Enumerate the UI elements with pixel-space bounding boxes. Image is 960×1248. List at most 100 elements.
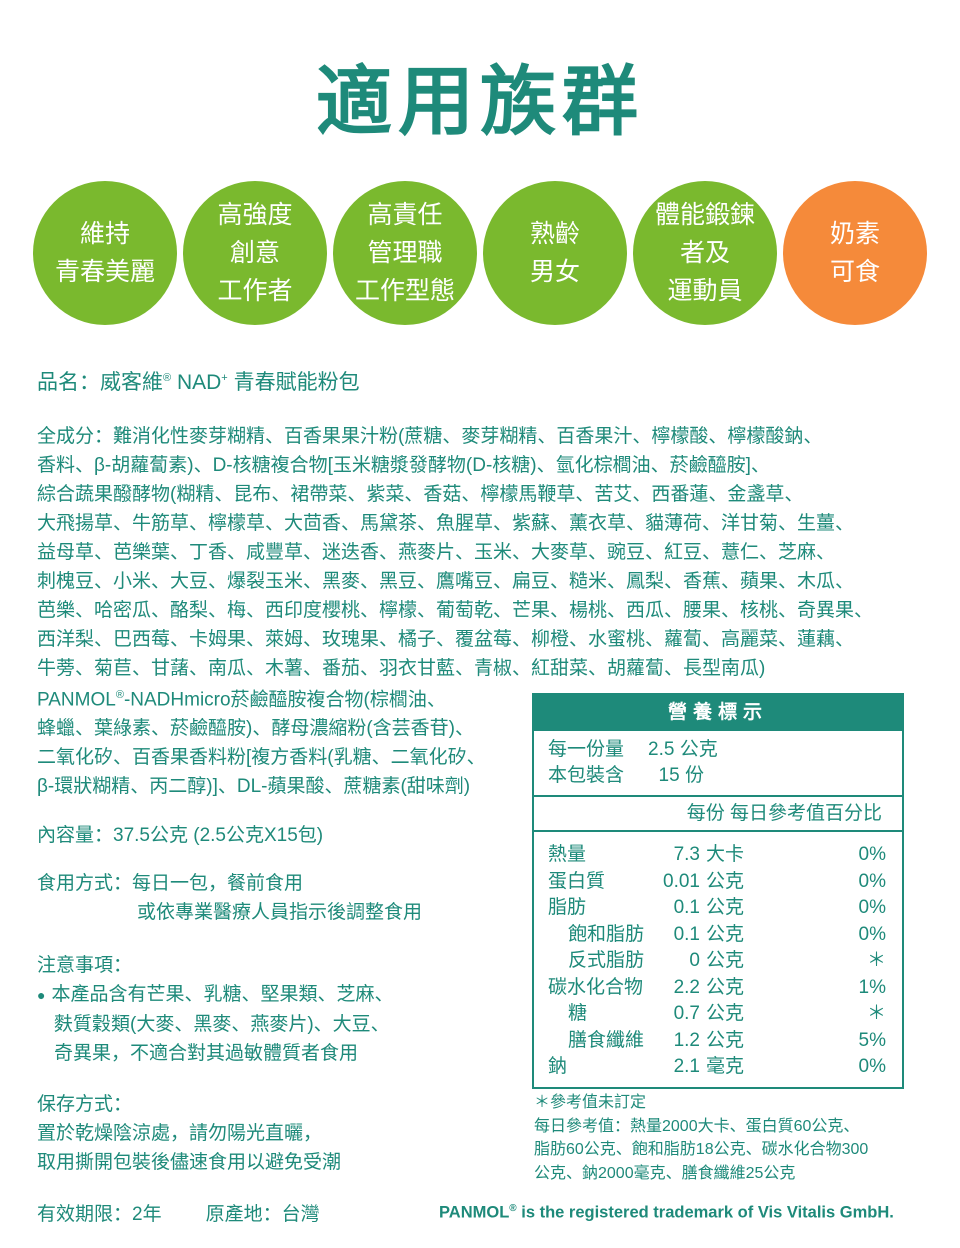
nutrient-value: 0.1 — [673, 897, 700, 918]
badge-line: 青春美麗 — [54, 258, 155, 286]
nutrient-row: 飽和脂肪 0.1 公克 0% — [534, 922, 902, 949]
nutrient-value: 7.3 — [673, 844, 700, 865]
nutrition-facts-table: 營養標示 每一份量 2.5 公克 本包裝含 15 份 每份 每日參考值百分比 熱量… — [532, 693, 904, 1089]
net-contents: 內容量：37.5公克 (2.5公克X15包) — [37, 825, 324, 846]
footnote-line: 公克、鈉2000毫克、膳食纖維25公克 — [534, 1164, 796, 1182]
badge-line: 創意 — [229, 239, 280, 267]
storage-line: 置於乾燥陰涼處，請勿陽光直曬， — [37, 1123, 323, 1144]
precautions-line: 奇異果，不適合對其過敏體質者食用 — [54, 1043, 359, 1064]
badge-line: 工作型態 — [354, 277, 455, 305]
precautions: 注意事項： ● 本產品含有芒果、乳糖、堅果類、芝麻、 麩質穀類(大麥、黑麥、燕麥片… — [37, 951, 393, 1068]
column-header: 每份 每日參考值百分比 — [534, 797, 902, 832]
plus-superscript: + — [221, 372, 228, 384]
nutrient-name: 碳水化合物 — [548, 976, 644, 998]
nutrient-row: 脂肪 0.1 公克 0% — [534, 895, 902, 922]
product-name: 品名：威客維® NAD+ 青春賦能粉包 — [37, 364, 360, 397]
target-group-badge: 高強度 創意 工作者 — [183, 181, 327, 325]
registered-mark: ® — [163, 372, 172, 384]
trademark-text: is the registered trademark of Vis Vital… — [516, 1203, 894, 1222]
nutrient-value: 2.2 — [673, 976, 700, 998]
storage-heading: 保存方式： — [37, 1094, 133, 1115]
nutrient-unit: 公克 — [706, 897, 745, 918]
precautions-line: ● 本產品含有芒果、乳糖、堅果類、芝麻、 — [37, 980, 393, 1010]
nutrition-title: 營養標示 — [534, 695, 902, 731]
serving-size: 每一份量 2.5 公克 — [548, 737, 888, 763]
ingredients-line: 刺槐豆、小米、大豆、爆裂玉米、黑麥、黑豆、鷹嘴豆、扁豆、糙米、鳳梨、香蕉、蘋果、… — [37, 571, 855, 592]
ingredients-line: 香料、β-胡蘿蔔素)、D-核糖複合物[玉米糖漿發酵物(D-核糖)、氫化棕櫚油、菸… — [37, 455, 770, 476]
target-group-badge: 熟齡 男女 — [483, 181, 627, 325]
nutrient-name: 反式脂肪 — [568, 950, 645, 971]
product-nad: NAD — [171, 371, 222, 394]
nutrient-pct: 1% — [858, 976, 886, 998]
nutrient-pct: ＊ — [866, 1003, 886, 1024]
precautions-line: 麩質穀類(大麥、黑麥、燕麥片)、大豆、 — [54, 1014, 390, 1035]
nutrient-value: 0 — [689, 950, 700, 971]
badge-line: 可食 — [829, 258, 880, 286]
badge-line: 管理職 — [367, 239, 443, 267]
ingredients-line: PANMOL®-NADHmicro菸鹼醯胺複合物(棕櫚油、 — [37, 681, 486, 714]
ingredients-line: 綜合蔬果醱酵物(糊精、昆布、裙帶菜、紫菜、香菇、檸檬馬鞭草、苦艾、西番蓮、金盞草… — [37, 484, 804, 505]
nutrient-unit: 毫克 — [706, 1056, 745, 1077]
ingredients-line: 芭樂、哈密瓜、酪梨、梅、西印度櫻桃、檸檬、葡萄乾、芒果、楊桃、西瓜、腰果、核桃、… — [37, 600, 874, 621]
nutrient-name: 膳食纖維 — [568, 1029, 645, 1051]
ingredients-line: β-環狀糊精、丙二醇)]、DL-蘋果酸、蔗糖素(甜味劑) — [37, 776, 471, 798]
origin: 原產地：台灣 — [205, 1204, 320, 1225]
badge-line: 男女 — [529, 258, 580, 286]
nutrient-row: 鈉 2.1 毫克 0% — [534, 1054, 902, 1081]
target-groups: 維持 青春美麗 高強度 創意 工作者 高責任 管理職 工作型態 熟齡 男女 體能鍛鍊 者及 運動員 奶素可… — [33, 181, 927, 325]
nutrient-row: 反式脂肪 0 公克 ＊ — [534, 948, 902, 975]
nutrient-name: 脂肪 — [548, 897, 587, 918]
product-name-label: 品名：威客維 — [37, 371, 163, 394]
storage: 保存方式： 置於乾燥陰涼處，請勿陽光直曬， 取用撕開包裝後儘速食用以避免受潮 — [37, 1090, 341, 1177]
badge-line: 者及 — [679, 239, 730, 267]
usage-directions: 食用方式：每日一包，餐前食用 或依專業醫療人員指示後調整食用 — [37, 869, 422, 927]
serving-value: 15 份 — [648, 765, 704, 786]
nutrient-value: 0.01 — [663, 870, 700, 892]
ingredients-text: -NADHmicro菸鹼醯胺複合物(棕櫚油、 — [123, 689, 446, 711]
nutrient-row: 糖 0.7 公克 ＊ — [534, 1001, 902, 1028]
ingredients-line: 二氧化矽、百香果香料粉[複方香料(乳糖、二氧化矽、 — [37, 747, 486, 769]
ingredients-line: 西洋梨、巴西莓、卡姆果、萊姆、玫瑰果、橘子、覆盆莓、柳橙、水蜜桃、蘿蔔、高麗菜、… — [37, 629, 855, 650]
nutrient-unit: 公克 — [706, 950, 745, 971]
precautions-text: 本產品含有芒果、乳糖、堅果類、芝麻、 — [51, 984, 394, 1005]
nutrient-row: 膳食纖維 1.2 公克 5% — [534, 1028, 902, 1055]
serving-info: 每一份量 2.5 公克 本包裝含 15 份 — [534, 731, 902, 797]
trademark-note: PANMOL® is the registered trademark of V… — [439, 1203, 894, 1223]
ingredients: 全成分：難消化性麥芽糊精、百香果果汁粉(蔗糖、麥芽糊精、百香果汁、檸檬酸、檸檬酸… — [37, 422, 873, 683]
expiry-origin: 有效期限：2年 原產地：台灣 — [37, 1200, 364, 1229]
target-group-badge: 維持 青春美麗 — [33, 181, 177, 325]
footnote-line: ＊參考值未訂定 — [534, 1094, 647, 1111]
nutrient-value: 2.1 — [673, 1056, 700, 1077]
serving-label: 每一份量 — [548, 739, 625, 760]
ingredients-line: 益母草、芭樂葉、丁香、咸豐草、迷迭香、燕麥片、玉米、大麥草、豌豆、紅豆、薏仁、芝… — [37, 542, 836, 563]
precautions-heading: 注意事項： — [37, 955, 133, 976]
product-name-rest: 青春賦能粉包 — [227, 371, 360, 394]
badge-line: 熟齡 — [529, 220, 580, 248]
target-group-badge: 奶素 可食 — [783, 181, 927, 325]
usage-line: 或依專業醫療人員指示後調整食用 — [137, 902, 423, 923]
panmol-text: PANMOL — [37, 689, 116, 711]
footnote-line: 每日參考值：熱量2000大卡、蛋白質60公克、 — [534, 1117, 860, 1135]
ingredients-line: 牛蒡、菊苣、甘藷、南瓜、木薯、番茄、羽衣甘藍、青椒、紅甜菜、胡蘿蔔、長型南瓜) — [37, 658, 766, 679]
badge-line: 維持 — [79, 220, 130, 248]
registered-mark: ® — [509, 1203, 517, 1214]
serving-label: 本包裝含 — [548, 765, 625, 786]
nutrient-unit: 公克 — [706, 870, 745, 892]
nutrient-unit: 公克 — [706, 923, 745, 945]
badge-line: 運動員 — [667, 277, 743, 305]
nutrient-name: 蛋白質 — [548, 870, 606, 892]
badge-line: 高強度 — [217, 201, 293, 229]
nutrient-value: 0.1 — [673, 923, 700, 945]
ingredients-continued: PANMOL®-NADHmicro菸鹼醯胺複合物(棕櫚油、 蜂蠟、葉綠素、菸鹼醯… — [37, 681, 486, 801]
expiry: 有效期限：2年 — [37, 1204, 162, 1225]
nutrient-pct: 0% — [858, 844, 886, 865]
ingredients-line: 全成分：難消化性麥芽糊精、百香果果汁粉(蔗糖、麥芽糊精、百香果汁、檸檬酸、檸檬酸… — [37, 426, 823, 447]
nutrient-pct: 0% — [858, 897, 886, 918]
storage-line: 取用撕開包裝後儘速食用以避免受潮 — [37, 1152, 342, 1173]
badge-line: 工作者 — [217, 277, 293, 305]
trademark-text: PANMOL — [439, 1203, 510, 1222]
nutrient-name: 鈉 — [548, 1056, 568, 1077]
serving-value: 2.5 公克 — [648, 739, 718, 760]
ingredients-line: 大飛揚草、牛筋草、檸檬草、大茴香、馬黛茶、魚腥草、紫蘇、薰衣草、貓薄荷、洋甘菊、… — [37, 513, 855, 534]
nutrient-value: 0.7 — [673, 1003, 700, 1024]
